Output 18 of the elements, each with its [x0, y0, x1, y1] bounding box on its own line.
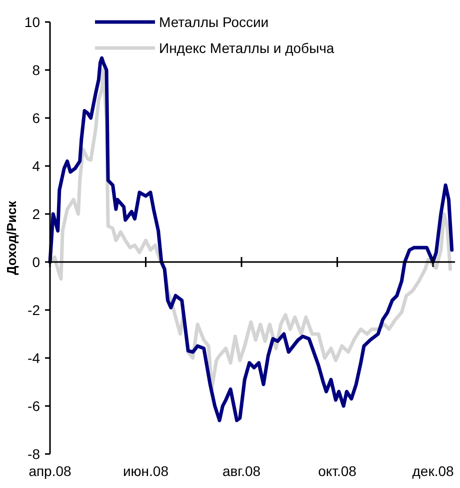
y-tick-label: 2 — [32, 206, 40, 222]
legend-label: Индекс Металлы и добыча — [159, 40, 334, 56]
x-tick-label: апр.08 — [28, 463, 72, 479]
x-tick-label: июн.08 — [123, 463, 169, 479]
y-tick-label: -8 — [28, 446, 40, 462]
legend-label: Металлы России — [159, 14, 269, 30]
y-tick-label: -4 — [28, 350, 40, 366]
x-tick-label: авг.08 — [222, 463, 261, 479]
y-tick-label: -6 — [28, 398, 40, 414]
y-tick-label: 0 — [32, 254, 40, 270]
y-axis-title: Доход/Риск — [4, 200, 19, 275]
x-tick-label: окт.08 — [318, 463, 357, 479]
y-tick-label: 6 — [32, 110, 40, 126]
y-tick-label: 10 — [24, 14, 40, 30]
y-tick-label: 4 — [32, 158, 40, 174]
x-tick-label: дек.08 — [412, 463, 454, 479]
y-tick-label: -2 — [28, 302, 40, 318]
y-tick-label: 8 — [32, 62, 40, 78]
